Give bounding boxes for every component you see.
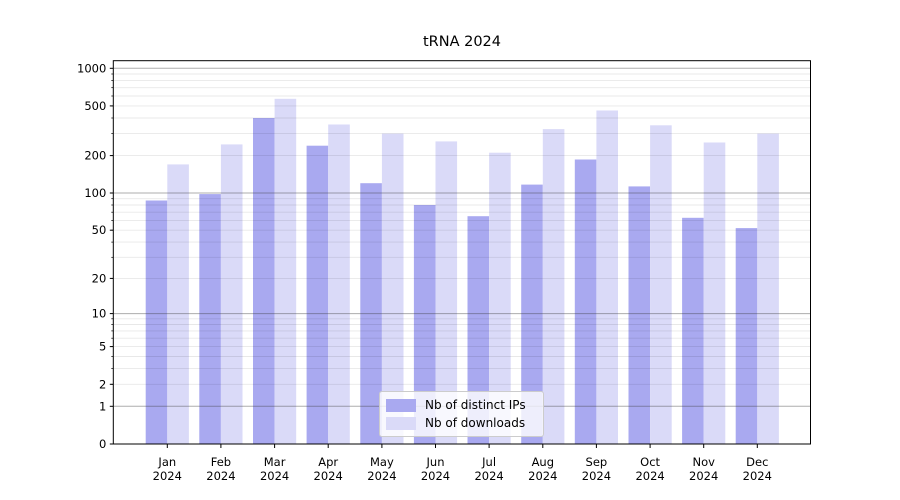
bar-distinct-ips xyxy=(521,184,543,444)
bar-distinct-ips xyxy=(467,216,490,444)
x-tick-label-month: Oct xyxy=(640,455,660,469)
bar-downloads xyxy=(650,125,672,445)
x-tick-label-year: 2024 xyxy=(743,469,772,483)
y-tick-label: 1 xyxy=(99,399,106,413)
x-tick-label-month: Apr xyxy=(318,455,338,469)
legend-item-distinct-ips: Nb of distinct IPs xyxy=(386,397,536,413)
x-tick-label-month: Nov xyxy=(692,455,715,469)
x-tick-label-month: Sep xyxy=(586,455,608,469)
x-tick-label-year: 2024 xyxy=(582,469,611,483)
bar-downloads xyxy=(757,133,779,444)
x-tick-label-month: Aug xyxy=(532,455,554,469)
x-tick-label-year: 2024 xyxy=(635,469,664,483)
legend-swatch-distinct-ips xyxy=(386,398,416,412)
legend-label-downloads: Nb of downloads xyxy=(425,416,526,430)
x-tick-label-month: Feb xyxy=(211,455,231,469)
x-tick-label-year: 2024 xyxy=(689,469,718,483)
y-tick-label: 2 xyxy=(99,377,106,391)
bar-distinct-ips xyxy=(360,183,382,444)
x-tick-label-year: 2024 xyxy=(528,469,557,483)
x-tick-label-year: 2024 xyxy=(314,469,343,483)
y-tick-label: 200 xyxy=(84,149,106,163)
legend-item-downloads: Nb of downloads xyxy=(386,415,536,431)
y-tick-label: 50 xyxy=(92,223,107,237)
bar-distinct-ips xyxy=(306,145,329,444)
bar-downloads xyxy=(596,110,618,444)
bar-downloads xyxy=(703,142,726,444)
x-tick-label-month: Jan xyxy=(157,455,176,469)
bar-distinct-ips xyxy=(413,205,436,444)
x-tick-label-month: Jun xyxy=(426,455,445,469)
chart-title: tRNA 2024 xyxy=(422,34,502,50)
x-tick-label-month: May xyxy=(370,455,394,469)
bar-downloads xyxy=(489,152,511,444)
x-tick-label-year: 2024 xyxy=(260,469,289,483)
bar-downloads xyxy=(435,141,458,444)
legend-label-distinct-ips: Nb of distinct IPs xyxy=(425,398,526,412)
bar-downloads xyxy=(542,129,565,444)
bar-distinct-ips xyxy=(199,194,221,444)
y-tick-label: 20 xyxy=(92,271,107,285)
x-tick-label-year: 2024 xyxy=(367,469,396,483)
y-tick-label: 0 xyxy=(99,437,106,451)
x-tick-label-month: Dec xyxy=(746,455,768,469)
x-tick-label-year: 2024 xyxy=(206,469,235,483)
bar-distinct-ips xyxy=(628,186,651,444)
x-tick-label-month: Mar xyxy=(264,455,286,469)
x-tick-label-year: 2024 xyxy=(474,469,503,483)
x-tick-label-year: 2024 xyxy=(153,469,182,483)
bar-downloads xyxy=(328,124,350,444)
y-tick-label: 100 xyxy=(84,186,106,200)
y-tick-label: 10 xyxy=(92,307,107,321)
x-tick-label-month: Jul xyxy=(481,455,496,469)
x-tick-label-year: 2024 xyxy=(421,469,450,483)
y-tick-label: 1000 xyxy=(77,61,106,75)
bar-downloads xyxy=(274,98,297,445)
bar-distinct-ips xyxy=(253,118,275,444)
legend-swatch-downloads xyxy=(386,416,416,430)
y-tick-label: 5 xyxy=(99,340,106,354)
bar-downloads xyxy=(220,144,243,444)
bar-distinct-ips xyxy=(145,200,168,444)
bar-distinct-ips xyxy=(735,228,758,444)
plot-frame xyxy=(112,60,812,445)
bar-distinct-ips xyxy=(574,159,597,444)
y-tick-label: 500 xyxy=(84,99,106,113)
bar-downloads xyxy=(381,133,404,444)
legend: Nb of distinct IPs Nb of downloads xyxy=(379,391,544,437)
bar-downloads xyxy=(167,164,189,444)
bar-distinct-ips xyxy=(682,217,704,444)
